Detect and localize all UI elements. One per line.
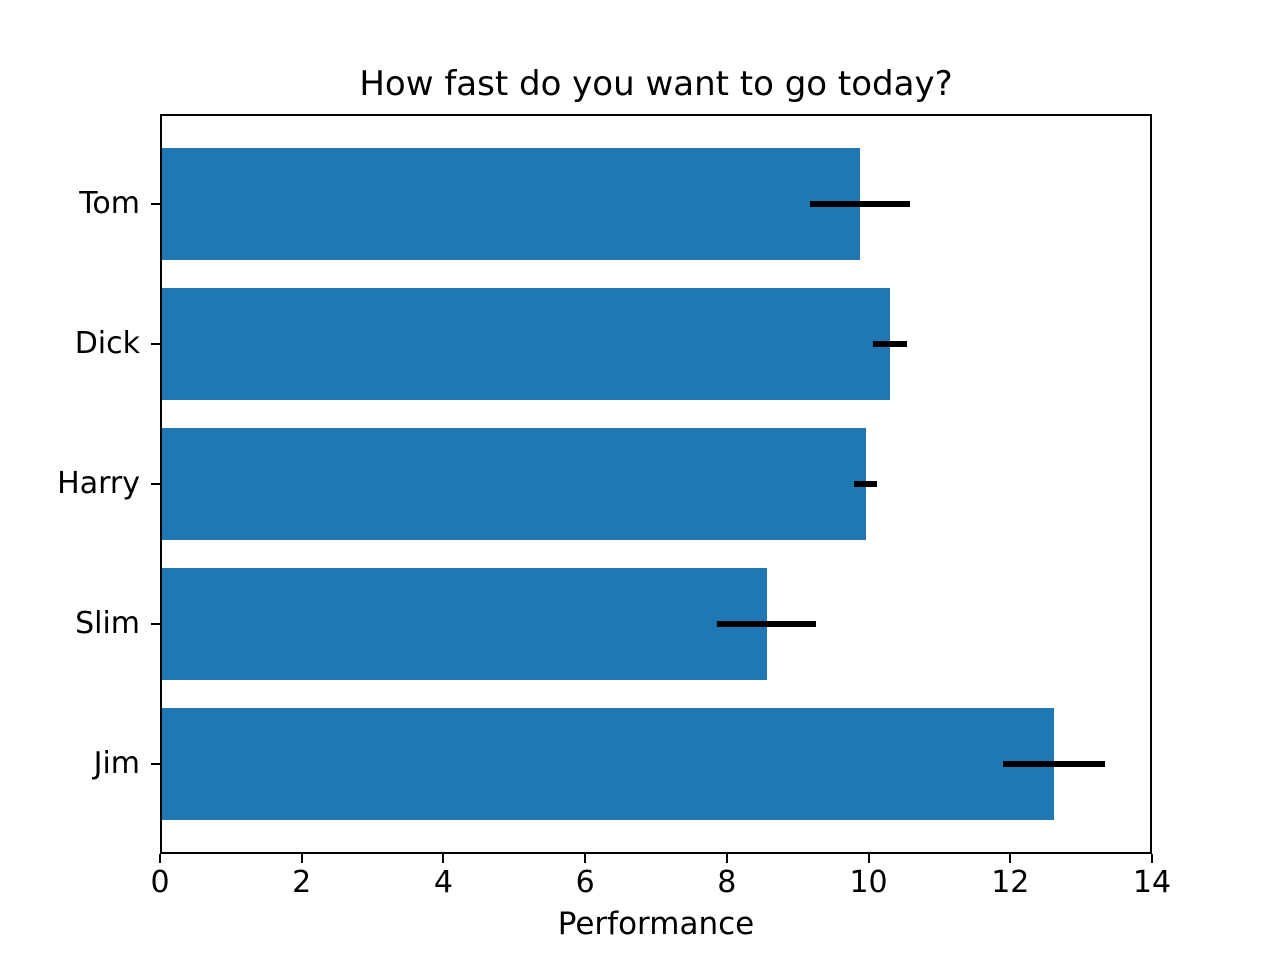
bar-harry	[160, 427, 866, 541]
x-tick-mark-6	[584, 854, 587, 863]
x-tick-label-12: 12	[991, 865, 1030, 900]
y-tick-mark-tom	[151, 202, 160, 205]
chart-title: How fast do you want to go today?	[359, 64, 953, 104]
plot-area	[160, 114, 1152, 854]
x-tick-label-6: 6	[575, 865, 595, 900]
y-tick-label-jim: Jim	[93, 746, 140, 782]
x-tick-label-10: 10	[849, 865, 888, 900]
y-tick-label-slim: Slim	[75, 606, 140, 642]
x-tick-label-2: 2	[292, 865, 312, 900]
x-tick-label-0: 0	[150, 865, 170, 900]
y-tick-label-tom: Tom	[79, 185, 140, 221]
error-bar-tom	[810, 200, 910, 207]
bar-jim	[160, 708, 1055, 821]
error-bar-slim	[716, 621, 817, 628]
bar-dick	[160, 287, 890, 400]
bars-layer	[160, 114, 1152, 854]
x-tick-mark-4	[442, 854, 445, 863]
x-tick-label-14: 14	[1132, 865, 1172, 900]
y-tick-label-dick: Dick	[74, 325, 140, 361]
bar-tom	[160, 147, 861, 260]
y-tick-mark-harry	[151, 483, 160, 485]
x-tick-label-4: 4	[433, 865, 453, 900]
y-tick-label-harry: Harry	[57, 466, 140, 501]
x-tick-mark-0	[159, 854, 161, 863]
error-bar-jim	[1003, 761, 1106, 768]
y-tick-mark-jim	[151, 763, 160, 766]
x-tick-mark-8	[725, 854, 728, 863]
x-tick-mark-2	[300, 854, 303, 863]
error-bar-harry	[854, 481, 878, 487]
x-tick-label-8: 8	[717, 865, 737, 900]
x-tick-mark-14	[1151, 854, 1153, 863]
error-bar-dick	[872, 340, 907, 347]
x-axis-label: Performance	[557, 906, 755, 942]
x-tick-mark-12	[1009, 854, 1012, 863]
y-tick-mark-dick	[151, 342, 160, 345]
x-tick-mark-10	[867, 854, 870, 863]
y-tick-mark-slim	[151, 623, 160, 626]
bar-slim	[160, 568, 767, 681]
